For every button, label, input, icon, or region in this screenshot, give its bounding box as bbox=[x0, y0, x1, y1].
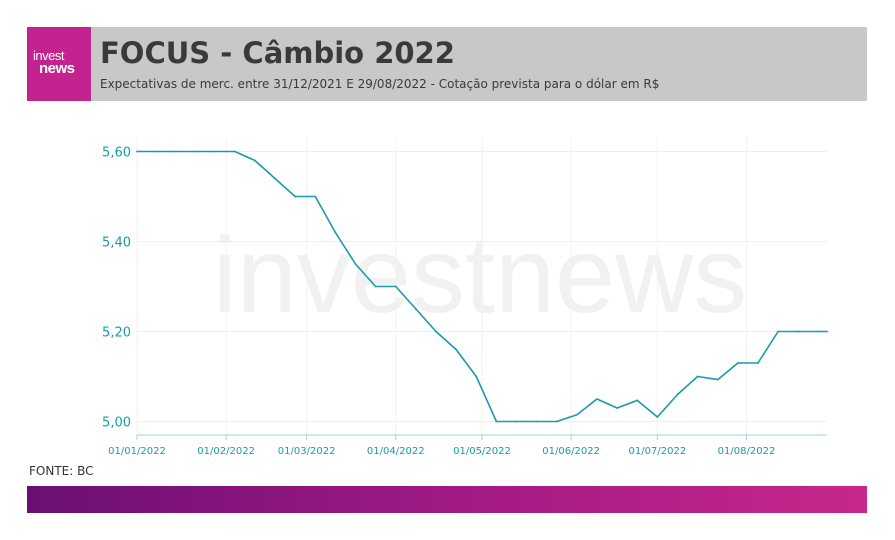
data-point bbox=[515, 420, 518, 423]
data-point bbox=[716, 378, 719, 381]
x-tick-label: 01/05/2022 bbox=[453, 446, 511, 457]
data-point bbox=[475, 375, 478, 378]
data-point bbox=[213, 150, 216, 153]
chart-title: FOCUS - Câmbio 2022 bbox=[100, 36, 455, 70]
investnews-logo: invest news bbox=[27, 27, 91, 101]
data-point bbox=[173, 150, 176, 153]
data-point bbox=[656, 416, 659, 418]
x-tick-label: 01/03/2022 bbox=[278, 446, 336, 457]
footer-gradient-bar bbox=[27, 486, 867, 513]
data-point bbox=[575, 413, 578, 416]
data-point bbox=[435, 330, 437, 333]
data-point bbox=[777, 330, 780, 333]
data-point bbox=[616, 407, 619, 409]
y-tick-label: 5,20 bbox=[102, 326, 131, 341]
data-point bbox=[414, 308, 417, 310]
x-tick-label: 01/07/2022 bbox=[629, 446, 687, 457]
y-tick-label: 5,00 bbox=[102, 416, 131, 431]
data-point bbox=[826, 330, 828, 333]
data-point bbox=[394, 285, 397, 288]
data-point bbox=[495, 420, 498, 423]
data-point bbox=[455, 348, 458, 351]
data-point bbox=[797, 330, 800, 333]
logo-text-invest: invest bbox=[33, 48, 64, 63]
data-point bbox=[153, 150, 156, 153]
data-point bbox=[193, 150, 196, 153]
x-tick-label: 01/01/2022 bbox=[108, 446, 166, 457]
data-point bbox=[334, 231, 337, 234]
data-point bbox=[374, 285, 377, 288]
data-point bbox=[736, 362, 739, 364]
data-point bbox=[314, 195, 317, 198]
x-tick-label: 01/02/2022 bbox=[197, 446, 255, 457]
grid-lines bbox=[136, 138, 827, 435]
x-tick-label: 01/06/2022 bbox=[542, 446, 600, 457]
data-point bbox=[233, 150, 236, 153]
data-point bbox=[696, 375, 699, 378]
chart-subtitle: Expectativas de merc. entre 31/12/2021 E… bbox=[100, 77, 660, 91]
data-point bbox=[676, 393, 679, 396]
data-point bbox=[817, 330, 820, 333]
x-tick-label: 01/04/2022 bbox=[367, 446, 425, 457]
logo-text-news: news bbox=[39, 60, 75, 77]
series-group bbox=[136, 150, 828, 423]
data-point bbox=[555, 420, 558, 423]
data-point bbox=[535, 420, 538, 423]
data-point bbox=[596, 398, 598, 400]
x-tick-label: 01/08/2022 bbox=[718, 446, 776, 457]
axes bbox=[136, 434, 827, 440]
y-tick-label: 5,60 bbox=[102, 146, 131, 161]
y-tick-label: 5,40 bbox=[102, 236, 131, 251]
data-point bbox=[636, 399, 639, 402]
source-note: FONTE: BC bbox=[29, 464, 94, 478]
data-point bbox=[294, 195, 297, 198]
watermark-text: investnews bbox=[213, 214, 747, 335]
series-line bbox=[137, 150, 827, 423]
data-point bbox=[354, 263, 357, 265]
tick-labels: 5,00 5,20 5,40 5,60 01/01/2022 01/02/2022 01/0… bbox=[102, 146, 775, 458]
chart-header: invest news FOCUS - Câmbio 2022 Expectat… bbox=[27, 27, 867, 101]
data-point bbox=[253, 159, 256, 162]
data-point bbox=[136, 150, 138, 153]
data-point bbox=[274, 177, 276, 180]
data-point bbox=[757, 362, 759, 364]
